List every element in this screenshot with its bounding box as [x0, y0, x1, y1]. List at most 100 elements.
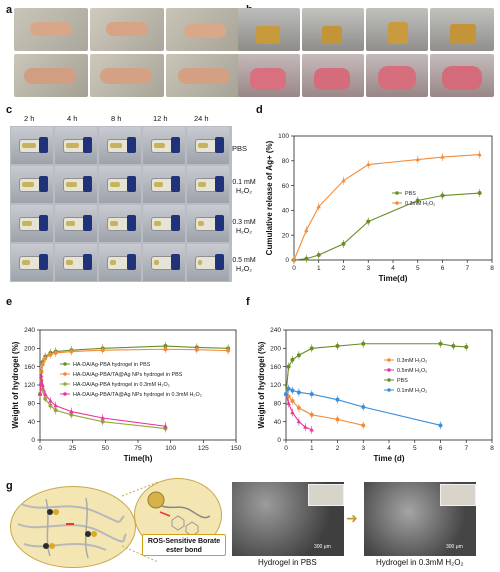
- vial-cell: [143, 244, 185, 281]
- vial-cap: [171, 254, 180, 270]
- vial-cell: [143, 127, 185, 164]
- sem-right-caption: Hydrogel in 0.3mM H₂O₂: [376, 558, 464, 567]
- vial-cap: [83, 215, 92, 231]
- panel-g: ROS-Sensitive Borate ester bond 300 μm H…: [0, 476, 500, 572]
- data-point: [163, 347, 168, 352]
- legend-entry: 0.3mM H₂O₂: [405, 201, 435, 207]
- data-point: [366, 219, 371, 224]
- vial-cap: [127, 254, 136, 270]
- vial-gel: [66, 221, 75, 226]
- y-axis-label: Weight of hydrogel (%): [11, 341, 20, 428]
- data-point: [43, 356, 48, 361]
- vial-cell: [11, 127, 53, 164]
- vial-cell: [99, 244, 141, 281]
- vial-cell: [55, 244, 97, 281]
- data-point: [290, 357, 295, 362]
- legend-entry: PBS: [397, 378, 408, 384]
- condition-label: 0.5 mM H₂O₂: [232, 257, 256, 273]
- sem-right-scale: 300 μm: [446, 544, 463, 550]
- y-tick-label: 160: [24, 364, 35, 371]
- vial-cap: [83, 137, 92, 153]
- x-axis-label: Time (d): [374, 454, 405, 463]
- vial-gel: [66, 143, 79, 148]
- data-point: [286, 400, 291, 405]
- data-point: [304, 227, 309, 232]
- y-tick-label: 240: [24, 327, 35, 334]
- data-point: [284, 392, 288, 397]
- finger-6: [178, 68, 230, 84]
- condition-label: PBS: [232, 144, 248, 153]
- data-point: [335, 344, 340, 349]
- chart-e: 0 25 50 75 100 125 150 0 40 80 120 160 200 240 Time(h)…: [11, 327, 242, 463]
- x-tick-label: 8: [490, 265, 494, 272]
- vial-gel: [66, 260, 73, 265]
- vial-gel: [22, 221, 32, 226]
- vial-cell: [187, 205, 229, 242]
- x-tick-label: 0: [38, 445, 42, 452]
- vial-cell: [11, 244, 53, 281]
- data-point: [40, 382, 45, 387]
- y-tick-label: 240: [270, 327, 281, 334]
- data-point: [415, 157, 420, 162]
- vial-cap: [215, 137, 224, 153]
- panel-letter-c: c: [6, 104, 13, 116]
- network-lines: [17, 497, 127, 559]
- data-point: [304, 256, 309, 261]
- data-point: [43, 396, 48, 401]
- sem-left-scale: 300 μm: [314, 544, 331, 550]
- gel-pink-1: [250, 68, 286, 90]
- legend-swatch-marker: [387, 358, 391, 362]
- series-line: [293, 192, 480, 261]
- legend-entry: HA-DA/Ag-PBA hydrogel in PBS: [73, 362, 151, 368]
- vial-cap: [215, 215, 224, 231]
- vial-gel: [154, 221, 161, 226]
- y-tick-label: 0: [277, 437, 281, 444]
- data-point: [40, 362, 45, 367]
- data-point: [309, 412, 314, 417]
- x-tick-label: 6: [441, 265, 445, 272]
- y-tick-label: 200: [270, 346, 281, 353]
- x-tick-label: 1: [310, 445, 314, 452]
- data-point: [440, 154, 445, 159]
- vial-gel: [66, 182, 77, 187]
- finger-5: [100, 68, 152, 84]
- legend-entry: 0.5mM H₂O₂: [397, 368, 427, 374]
- vial-cell: [187, 127, 229, 164]
- y-tick-label: 100: [278, 133, 289, 140]
- data-point: [335, 417, 340, 422]
- data-point: [296, 405, 301, 410]
- x-tick-label: 1: [317, 265, 321, 272]
- vial-cap: [39, 215, 48, 231]
- x-tick-label: 3: [361, 445, 365, 452]
- data-point: [296, 353, 301, 358]
- data-point: [296, 419, 302, 424]
- panel-letter-g: g: [6, 480, 13, 492]
- vial-cap: [215, 176, 224, 192]
- data-point: [438, 341, 443, 346]
- vial-cap: [83, 254, 92, 270]
- legend-swatch-marker: [63, 392, 67, 396]
- y-tick-label: 80: [274, 401, 282, 408]
- gel-pink-3: [378, 66, 416, 90]
- x-tick-label: 50: [102, 445, 110, 452]
- vial-gel: [22, 182, 34, 187]
- data-point: [43, 391, 48, 396]
- data-point: [366, 162, 371, 167]
- vial-gel: [22, 260, 30, 265]
- y-tick-label: 20: [282, 232, 290, 239]
- x-tick-label: 125: [198, 445, 209, 452]
- vial-cell: [55, 166, 97, 203]
- legend-entry: HA-DA/Ag-PBA hydrogel in 0.3mM H₂O₂: [73, 382, 170, 388]
- x-tick-label: 7: [464, 445, 468, 452]
- vial-cap: [127, 215, 136, 231]
- x-axis-label: Time(h): [124, 454, 153, 463]
- panel-b-photos: [238, 8, 496, 98]
- vial-cap: [215, 254, 224, 270]
- finger-2: [106, 22, 148, 36]
- condition-label: 0.1 mM H₂O₂: [232, 179, 256, 195]
- data-point: [316, 204, 321, 209]
- legend-entry: PBS: [405, 191, 416, 197]
- gel-yellow-4: [450, 24, 476, 44]
- data-point: [39, 373, 44, 378]
- legend-entry: HA-DA/Ag-PBA/TA@Ag NPs hydrogel in PBS: [73, 372, 183, 378]
